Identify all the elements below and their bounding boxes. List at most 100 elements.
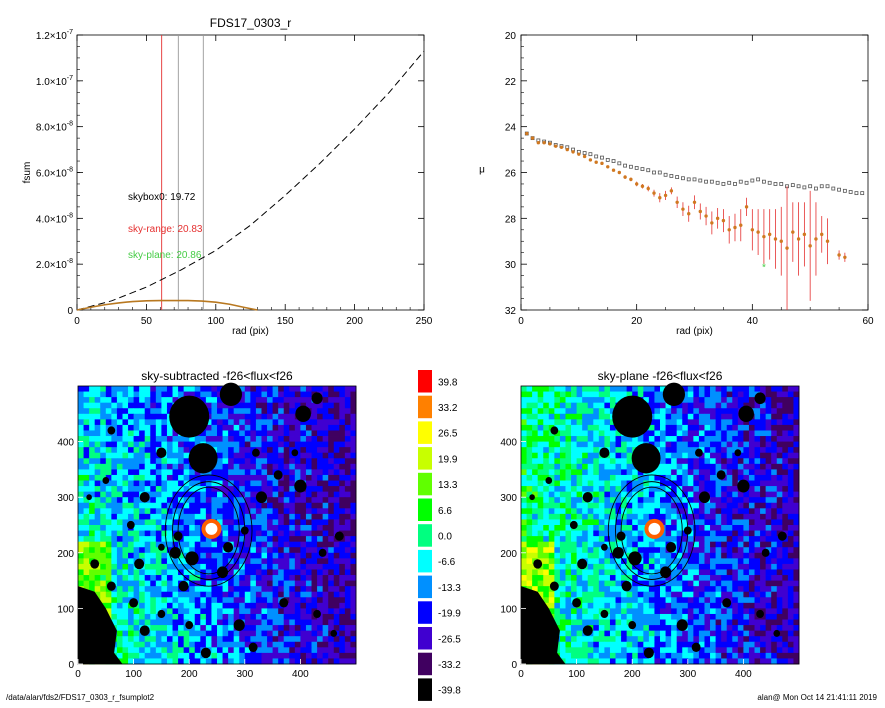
mu-grey-point (802, 185, 807, 190)
sky-plane-map-cell (532, 552, 539, 559)
sky-plane-map-cell (587, 424, 594, 431)
sky-subtracted-map-cell (228, 602, 235, 609)
sky-plane-map-cell (526, 391, 533, 398)
sky-plane-map-cell (526, 513, 533, 520)
sky-plane-map-cell (776, 386, 783, 392)
sky-subtracted-map-cell (311, 552, 318, 559)
sky-subtracted-map-cell (250, 580, 257, 587)
sky-subtracted-map-cell (333, 469, 340, 476)
sky-plane-map-cell (710, 502, 716, 509)
sky-subtracted-map-cell (283, 636, 290, 643)
sky-subtracted-map-cell (311, 452, 318, 459)
sky-plane-map-cell (793, 497, 800, 504)
sky-plane-map-cell (565, 486, 572, 493)
sky-subtracted-map-cell (183, 436, 190, 442)
sky-plane-map-cell (609, 513, 616, 520)
sky-subtracted-map-cell (194, 513, 201, 520)
sky-plane-map-cell (543, 386, 550, 392)
mu-grey-point (744, 180, 749, 185)
sky-plane-map-cell (765, 530, 772, 537)
sky-subtracted-map-cell (189, 530, 196, 537)
sky-subtracted-map-cell (294, 652, 301, 659)
sky-plane-map-cell (576, 424, 583, 431)
sky-plane-map-cell (571, 569, 577, 576)
sky-plane-map-cell (571, 575, 577, 581)
sky-plane-map-cell (609, 563, 616, 570)
sky-subtracted-map-cell (122, 497, 129, 504)
sky-subtracted-map-cell (178, 480, 185, 487)
sky-subtracted-map-y-tick-label: 100 (57, 604, 74, 615)
sky-subtracted-map-cell (222, 536, 229, 543)
sky-subtracted-map-cell (250, 558, 257, 565)
sky-plane-map-cell (776, 613, 783, 620)
sky-subtracted-map-cell (250, 458, 257, 465)
sky-plane-map-cell (782, 525, 789, 531)
sky-plane-map-cell (543, 436, 550, 442)
sky-plane-map-cell (576, 508, 583, 515)
sky-plane-map-cell (621, 613, 628, 620)
sky-plane-map-cell (559, 575, 566, 581)
sky-subtracted-map-cell (339, 469, 346, 476)
sky-plane-map-cell (787, 602, 794, 609)
sky-plane-map-cell (710, 441, 716, 448)
sky-subtracted-map-cell (333, 419, 340, 426)
sky-plane-map-cell (521, 575, 527, 581)
sky-subtracted-map-cell (128, 463, 134, 470)
sky-subtracted-map-cell (211, 569, 218, 576)
sky-plane-map-cell (693, 580, 700, 587)
sky-plane-map-cell (609, 436, 616, 442)
sky-subtracted-map-cell (250, 469, 257, 476)
sky-plane-map-cell (704, 575, 711, 581)
sky-plane-map-cell (576, 458, 583, 465)
sky-plane-map-cell (554, 486, 561, 493)
sky-plane-map-cell (660, 463, 666, 470)
sky-plane-map-cell (787, 552, 794, 559)
sky-subtracted-map-cell (222, 552, 229, 559)
sky-plane-map-cell (687, 458, 694, 465)
sky-subtracted-map-cell (250, 486, 257, 493)
sky-plane-map-cell (748, 558, 755, 565)
sky-subtracted-map-cell (300, 586, 307, 593)
fsum-plot-frame (76, 34, 425, 311)
sky-subtracted-map-cell (189, 613, 196, 620)
sky-plane-map-cell (687, 474, 694, 481)
sky-subtracted-map-cell (300, 436, 307, 442)
sky-plane-map-cell (682, 469, 689, 476)
sky-plane-map-cell (609, 469, 616, 476)
sky-plane-map-cell (771, 491, 778, 498)
sky-subtracted-map-cell (267, 630, 273, 637)
sky-subtracted-map-cell (89, 469, 96, 476)
sky-plane-map-cell (559, 430, 566, 437)
sky-plane-map-cell (587, 586, 594, 593)
sky-subtracted-map-cell (261, 519, 268, 526)
sky-subtracted-map-cell (178, 452, 185, 459)
sky-subtracted-map-cell (200, 513, 207, 520)
sky-subtracted-map-cell (289, 469, 296, 476)
sky-subtracted-map-cell (328, 436, 335, 442)
sky-plane-map-cell (604, 397, 611, 404)
sky-plane-map-cell (593, 547, 600, 554)
sky-plane-map-cell (598, 469, 605, 476)
sky-subtracted-map-cell (267, 513, 273, 520)
sky-subtracted-map-cell (239, 452, 246, 459)
sky-subtracted-map-cell (255, 630, 262, 637)
sky-plane-map-cell (787, 508, 794, 515)
sky-subtracted-map-cell (144, 436, 151, 442)
sky-subtracted-map-cell (317, 486, 324, 493)
sky-plane-map-cell (609, 530, 616, 537)
sky-plane-map-cell (704, 486, 711, 493)
sky-subtracted-map-cell (294, 530, 301, 537)
sky-plane-map-cell (782, 436, 789, 442)
sky-subtracted-map-cell (211, 641, 218, 648)
sky-subtracted-map-cell (255, 636, 262, 643)
sky-subtracted-map-cell (300, 541, 307, 548)
sky-subtracted-map-cell (261, 480, 268, 487)
sky-subtracted-map-cell (194, 502, 201, 509)
sky-subtracted-map-cell (255, 436, 262, 442)
sky-subtracted-map-cell (105, 436, 112, 442)
sky-plane-map-cell (671, 497, 678, 504)
sky-subtracted-map-cell (161, 580, 168, 587)
sky-plane-map-cell (687, 530, 694, 537)
sky-plane-map-cell (787, 408, 794, 415)
sky-subtracted-map-cell (150, 502, 157, 509)
